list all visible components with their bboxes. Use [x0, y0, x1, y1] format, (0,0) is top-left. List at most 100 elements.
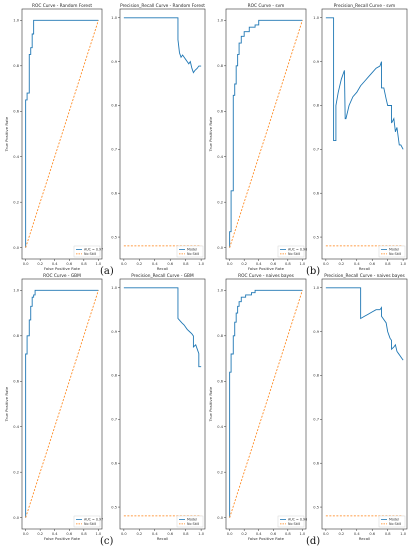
y-tick-label: 0.8 — [217, 334, 223, 338]
chart-panel-2: Precision_Recall Curve - Random Forest 0.… — [111, 3, 206, 271]
axes-frame — [321, 278, 408, 530]
legend-label: AUC = 0.97 — [84, 518, 103, 522]
x-axis-label: Recall — [157, 266, 169, 271]
y-tick-label: 1.0 — [217, 19, 223, 23]
y-tick-label: 0.9 — [111, 330, 117, 334]
legend-label: Model — [389, 248, 399, 252]
y-tick-label: 0.5 — [111, 235, 117, 239]
no-skill-line — [229, 20, 303, 248]
y-tick-label: 0.7 — [313, 418, 319, 422]
y-tick-label: 0.4 — [217, 425, 223, 429]
x-tick-label: 0.6 — [66, 262, 72, 266]
axes-frame — [119, 8, 206, 260]
legend-label: AUC = 0.90 — [288, 248, 307, 252]
x-tick-label: 0.4 — [354, 262, 360, 266]
legend-label: No Skill — [389, 522, 401, 526]
legend-label: AUC = 0.97 — [84, 248, 103, 252]
y-tick-label: 0.6 — [111, 461, 117, 465]
x-tick-label: 0.8 — [183, 262, 189, 266]
panel-label-a: (a) — [100, 266, 114, 277]
legend-box — [176, 245, 204, 258]
legend-label: No Skill — [84, 252, 96, 256]
x-tick-label: 0.0 — [23, 262, 29, 266]
y-tick-label: 0.5 — [313, 505, 319, 509]
y-tick-label: 0.8 — [111, 104, 117, 108]
y-tick-label: 1.0 — [111, 16, 117, 20]
chart-title: ROC Curve - svm — [248, 3, 285, 9]
x-tick-label: 0.4 — [52, 262, 58, 266]
panel-label-b: (b) — [306, 266, 321, 277]
x-tick-label: 1.0 — [400, 262, 406, 266]
y-axis-label: True Positive Rate — [4, 386, 9, 422]
legend-label: No Skill — [187, 522, 199, 526]
chart-title: ROC Curve - naives bayes — [238, 273, 295, 279]
legend-box — [378, 515, 406, 528]
chart-title: Precision_Recall Curve - GBM — [131, 273, 194, 279]
y-tick-label: 0.8 — [111, 374, 117, 378]
x-tick-label: 1.0 — [400, 532, 406, 536]
x-tick-label: 0.2 — [338, 532, 344, 536]
x-axis-label: Recall — [157, 536, 169, 541]
y-tick-label: 1.0 — [111, 286, 117, 290]
y-tick-label: 1.0 — [13, 289, 19, 293]
x-tick-label: 0.0 — [23, 532, 29, 536]
x-axis-label: False Positive Rate — [248, 536, 285, 541]
model-line — [25, 289, 99, 518]
no-skill-line — [229, 290, 303, 518]
y-tick-label: 0.9 — [111, 60, 117, 64]
panel-label-c: (c) — [100, 536, 114, 547]
y-tick-label: 0.8 — [313, 374, 319, 378]
x-tick-label: 0.2 — [241, 262, 247, 266]
y-tick-label: 0.6 — [13, 109, 19, 113]
y-tick-label: 0.8 — [13, 334, 19, 338]
model-line — [325, 17, 404, 150]
x-tick-label: 1.0 — [300, 262, 306, 266]
y-tick-label: 0.6 — [313, 461, 319, 465]
legend-box — [73, 515, 101, 528]
x-tick-label: 0.2 — [37, 532, 43, 536]
y-tick-label: 0.2 — [13, 200, 19, 204]
x-tick-label: 1.0 — [96, 262, 102, 266]
x-tick-label: 0.0 — [227, 262, 233, 266]
x-tick-label: 0.2 — [37, 262, 43, 266]
legend-label: Model — [187, 248, 197, 252]
y-tick-label: 0.0 — [217, 516, 223, 520]
y-tick-label: 0.6 — [13, 379, 19, 383]
y-tick-label: 0.4 — [13, 425, 19, 429]
y-tick-label: 0.8 — [13, 64, 19, 68]
y-tick-label: 0.4 — [13, 155, 19, 159]
x-tick-label: 0.4 — [256, 262, 262, 266]
model-line — [123, 17, 202, 74]
panel-label-d: (d) — [306, 536, 321, 547]
legend-label: No Skill — [84, 522, 96, 526]
x-tick-label: 0.8 — [385, 262, 391, 266]
chart-panel-1: ROC Curve - Random Forest 0.0 0.2 0.4 0.6 0.8… — [4, 3, 103, 271]
y-tick-label: 0.0 — [13, 516, 19, 520]
chart-panel-7: ROC Curve - naives bayes 0.0 0.2 0.4 0.6 0.8 1… — [208, 273, 307, 541]
x-tick-label: 0.4 — [354, 532, 360, 536]
x-tick-label: 0.0 — [227, 532, 233, 536]
y-tick-label: 0.2 — [217, 200, 223, 204]
x-tick-label: 0.6 — [270, 262, 276, 266]
y-tick-label: 0.6 — [313, 191, 319, 195]
y-tick-label: 0.9 — [313, 60, 319, 64]
x-axis-label: Recall — [359, 536, 371, 541]
y-tick-label: 0.2 — [217, 470, 223, 474]
x-tick-label: 0.6 — [369, 262, 375, 266]
x-tick-label: 0.8 — [285, 262, 291, 266]
chart-panel-4: Precision_Recall Curve - svm 0.0 0.2 0.4 0.6… — [313, 3, 408, 271]
y-tick-label: 0.6 — [111, 191, 117, 195]
chart-panel-8: Precision_Recall Curve - naives bayes 0.0… — [313, 273, 408, 541]
y-tick-label: 1.0 — [313, 286, 319, 290]
x-tick-label: 0.8 — [385, 532, 391, 536]
no-skill-line — [25, 20, 99, 248]
model-line — [25, 19, 99, 248]
x-tick-label: 1.0 — [198, 262, 204, 266]
x-tick-label: 0.8 — [81, 532, 87, 536]
legend-label: Model — [389, 518, 399, 522]
x-tick-label: 1.0 — [198, 532, 204, 536]
legend-label: Model — [187, 518, 197, 522]
x-tick-label: 0.4 — [152, 262, 158, 266]
legend-box — [277, 245, 305, 258]
